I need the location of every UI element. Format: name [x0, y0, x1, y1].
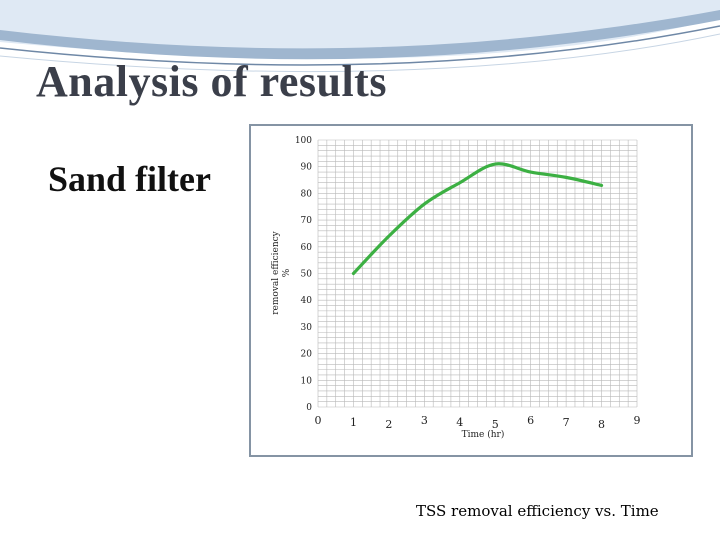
x-axis-label: Time (hr): [462, 429, 505, 440]
x-tick-label: 7: [563, 416, 570, 429]
y-ticks: 0 10 20 30 40 50 60 70 80 90 100: [295, 136, 312, 413]
x-tick-label: 9: [634, 414, 641, 427]
y-tick-label: 60: [301, 243, 313, 253]
slide-subtitle: Sand filter: [48, 159, 212, 199]
x-tick-label: 6: [527, 414, 534, 427]
y-tick-label: 10: [301, 376, 313, 386]
y-tick-label: 20: [301, 350, 313, 360]
y-tick-label: 90: [301, 163, 313, 173]
y-tick-label: 50: [301, 270, 313, 280]
header-swoosh: [0, 0, 720, 73]
y-tick-label: 40: [301, 296, 313, 306]
x-tick-label: 1: [350, 416, 357, 429]
x-tick-label: 2: [385, 418, 392, 431]
y-tick-label: 0: [306, 403, 312, 413]
y-tick-label: 100: [295, 136, 312, 146]
y-tick-label: 70: [301, 216, 313, 226]
plot-grid: [317, 139, 638, 408]
x-tick-label: 5: [492, 418, 499, 431]
series-line: [351, 162, 604, 276]
line-chart: 0 10 20 30 40 50 60 70 80 90 100 0 1 2 3 4 5 6 7 8 9 Time (…: [271, 136, 641, 440]
x-tick-label: 0: [315, 414, 322, 427]
x-ticks: 0 1 2 3 4 5 6 7 8 9: [315, 414, 641, 431]
chart-caption: TSS removal efficiency vs. Time: [416, 502, 659, 520]
slide-title: Analysis of results: [36, 57, 387, 106]
chart-frame: 0 10 20 30 40 50 60 70 80 90 100 0 1 2 3 4 5 6 7 8 9 Time (…: [249, 124, 693, 457]
x-tick-label: 8: [598, 418, 605, 431]
y-tick-label: 30: [301, 323, 313, 333]
y-tick-label: 80: [301, 189, 313, 199]
x-tick-label: 3: [421, 414, 428, 427]
x-tick-label: 4: [456, 416, 463, 429]
y-axis-unit: %: [282, 268, 292, 277]
y-axis-label: removal efficiency: [271, 230, 281, 314]
